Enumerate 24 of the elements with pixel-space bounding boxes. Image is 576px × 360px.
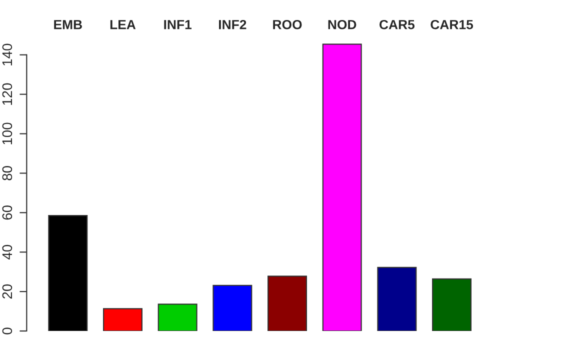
y-tick-label: 20 bbox=[2, 284, 12, 299]
bar bbox=[48, 215, 88, 331]
bar bbox=[377, 266, 417, 331]
y-tick-label: 40 bbox=[2, 244, 12, 260]
x-tick-label: CAR15 bbox=[430, 20, 474, 30]
bar bbox=[268, 276, 308, 331]
y-tick-label: 120 bbox=[2, 83, 12, 105]
y-tick-label: 100 bbox=[2, 122, 12, 144]
x-tick-label: EMB bbox=[54, 20, 82, 30]
bar bbox=[158, 304, 198, 331]
y-tick-label: 80 bbox=[2, 166, 12, 180]
y-tick-label: 0 bbox=[2, 328, 12, 334]
bar bbox=[212, 284, 252, 331]
x-tick-label: LEA bbox=[110, 20, 136, 30]
y-tick-label: 140 bbox=[2, 44, 12, 66]
bar bbox=[322, 44, 362, 331]
x-tick-label: INF1 bbox=[164, 20, 192, 30]
x-tick-label: ROO bbox=[273, 20, 302, 30]
x-tick-label: NOD bbox=[328, 20, 356, 30]
x-tick-label: INF2 bbox=[219, 20, 246, 30]
y-tick-label: 60 bbox=[2, 205, 12, 220]
bar bbox=[102, 308, 142, 331]
x-tick-label: CAR5 bbox=[380, 20, 415, 30]
bar bbox=[432, 278, 472, 331]
